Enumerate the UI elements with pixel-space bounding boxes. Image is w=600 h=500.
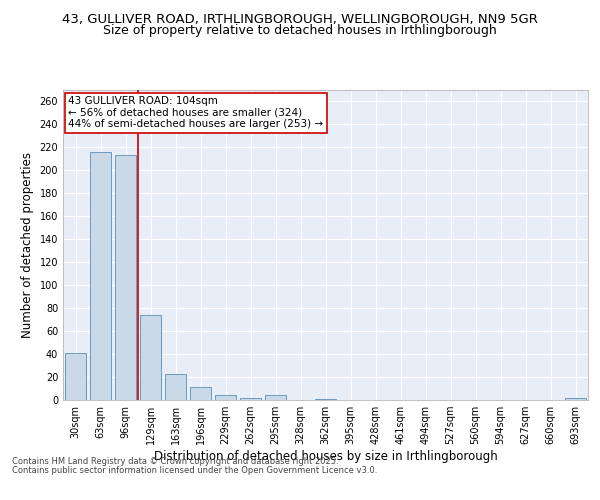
Bar [215,396,236,400]
Bar [165,374,186,400]
Y-axis label: Number of detached properties: Number of detached properties [21,152,34,338]
Text: 43 GULLIVER ROAD: 104sqm
← 56% of detached houses are smaller (324)
44% of semi-: 43 GULLIVER ROAD: 104sqm ← 56% of detach… [68,96,323,130]
Bar [240,398,261,400]
Text: Contains HM Land Registry data © Crown copyright and database right 2025.: Contains HM Land Registry data © Crown c… [12,458,338,466]
Bar [265,396,286,400]
Bar [315,399,336,400]
Text: 43, GULLIVER ROAD, IRTHLINGBOROUGH, WELLINGBOROUGH, NN9 5GR: 43, GULLIVER ROAD, IRTHLINGBOROUGH, WELL… [62,12,538,26]
Bar [565,398,586,400]
Bar [115,156,136,400]
X-axis label: Distribution of detached houses by size in Irthlingborough: Distribution of detached houses by size … [154,450,497,463]
Text: Contains public sector information licensed under the Open Government Licence v3: Contains public sector information licen… [12,466,377,475]
Text: Size of property relative to detached houses in Irthlingborough: Size of property relative to detached ho… [103,24,497,37]
Bar [140,315,161,400]
Bar [65,353,86,400]
Bar [90,152,111,400]
Bar [190,388,211,400]
